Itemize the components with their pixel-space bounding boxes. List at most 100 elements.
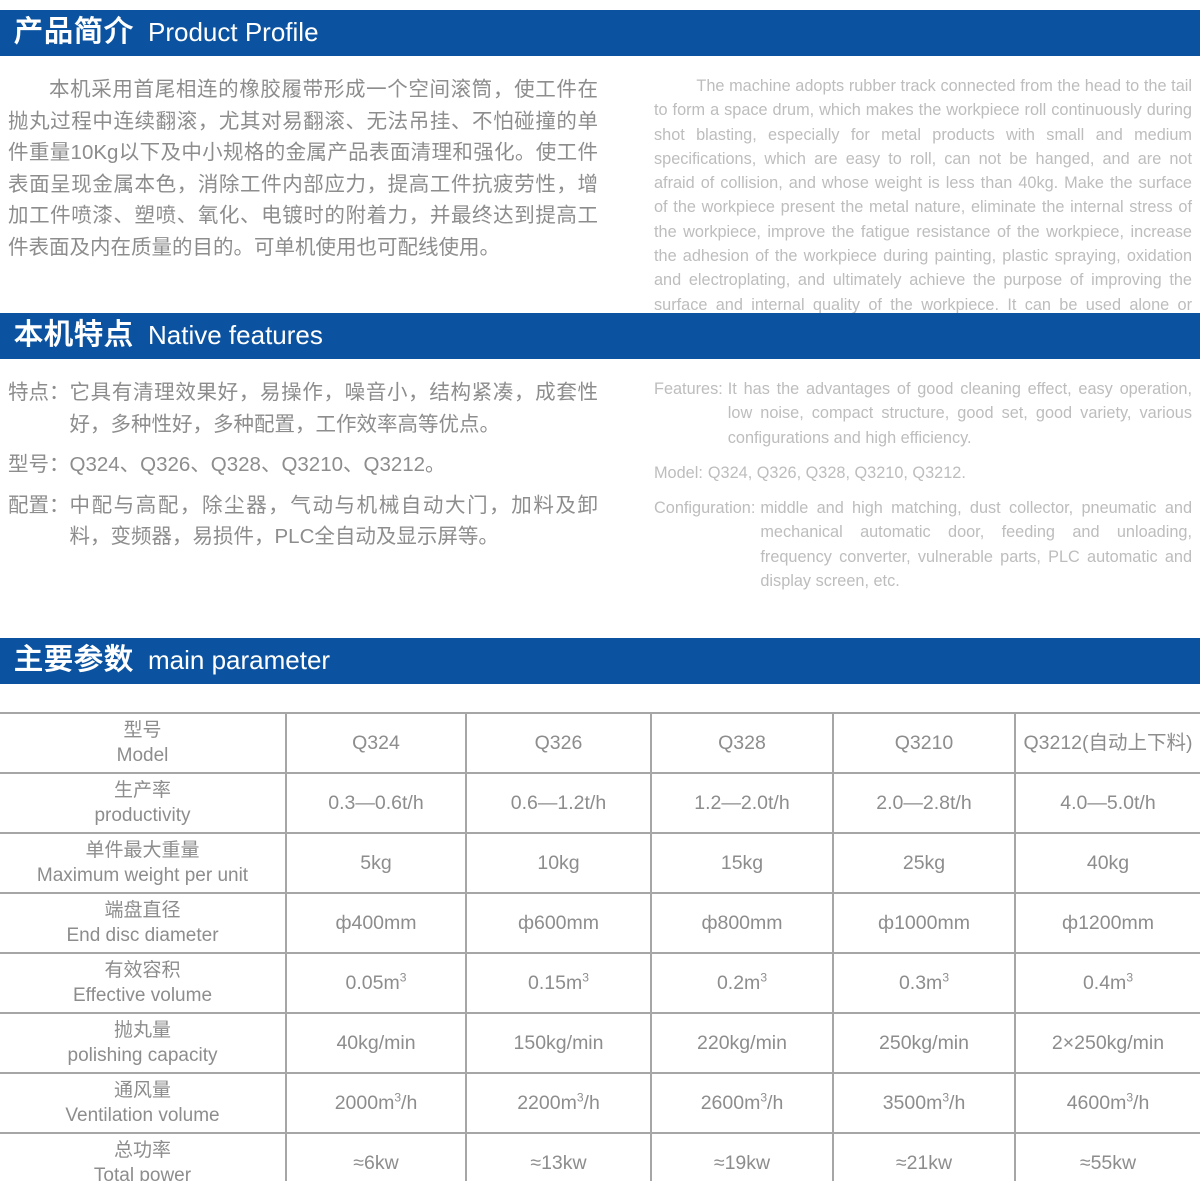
table-cell: 0.6—1.2t/h xyxy=(465,772,651,834)
cell-value: 10kg xyxy=(537,852,580,874)
table-cell: 40kg xyxy=(1014,832,1200,894)
table-cell: 3500m3/h xyxy=(832,1072,1015,1134)
table-cell: 2.0—2.8t/h xyxy=(832,772,1015,834)
table-row: 单件最大重量 Maximum weight per unit 5kg 10kg 15kg… xyxy=(0,832,1200,894)
section-title-cn: 本机特点 xyxy=(14,318,135,351)
table-cell: 150kg/min xyxy=(465,1012,651,1074)
product-profile-cn-column: 本机采用首尾相连的橡胶履带形成一个空间滚筒，使工件在抛丸过程中连续翻滚，尤其对易… xyxy=(0,74,612,341)
table-cell: ф1000mm xyxy=(832,892,1015,954)
table-row-header: 抛丸量 polishing capacity xyxy=(0,1012,287,1074)
row-label-cn: 型号 xyxy=(123,720,162,741)
row-label-cn: 抛丸量 xyxy=(113,1020,171,1041)
table-cell: 220kg/min xyxy=(650,1012,833,1074)
feature-label-cn: 型号： xyxy=(8,453,70,476)
cell-value: 4.0—5.0t/h xyxy=(1060,792,1156,814)
table-row-header: 有效容积 Effective volume xyxy=(0,952,287,1014)
table-row: 生产率 productivity 0.3—0.6t/h 0.6—1.2t/h 1.2—2… xyxy=(0,772,1200,834)
table-cell: Q3212(自动上下料) xyxy=(1014,712,1200,774)
feature-value-en: It has the advantages of good cleaning e… xyxy=(727,380,1192,447)
table-cell: Q326 xyxy=(465,712,651,774)
table-cell: Q3210 xyxy=(832,712,1015,774)
feature-item: 特点： 它具有清理效果好，易操作，噪音小，结构紧凑，成套性好，多种性好，多种配置… xyxy=(8,377,598,440)
section-title-cn: 产品简介 xyxy=(14,15,135,48)
section-header-product-profile: 产品简介 Product Profile xyxy=(0,10,1200,56)
cell-value: 3500m3/h xyxy=(882,1090,966,1114)
row-label-en: productivity xyxy=(94,805,191,826)
cell-value: 15kg xyxy=(720,852,764,874)
cell-value: 5kg xyxy=(360,852,392,874)
table-cell: ф800mm xyxy=(650,892,833,954)
cell-value: 0.3—0.6t/h xyxy=(328,792,424,814)
feature-item: Features: It has the advantages of good … xyxy=(654,377,1192,450)
cell-value: 150kg/min xyxy=(513,1032,604,1054)
table-row: 端盘直径 End disc diameter ф400mm ф600mm ф800mm ф… xyxy=(0,892,1200,954)
cell-value: 220kg/min xyxy=(697,1032,787,1054)
cell-value: ф400mm xyxy=(335,912,417,934)
parameter-table-body: 型号 Model Q324 Q326 Q328 Q3210 Q3212(自动上下料) 生产率 p… xyxy=(0,712,1200,1181)
feature-value-cn: 它具有清理效果好，易操作，噪音小，结构紧凑，成套性好，多种性好，多种配置，工作效… xyxy=(69,381,599,436)
cell-value: ≈21kw xyxy=(895,1152,953,1174)
cell-value: ≈6kw xyxy=(353,1152,399,1174)
feature-label-en: Configuration: xyxy=(654,499,756,518)
cell-value: 2600m3/h xyxy=(700,1090,784,1114)
feature-item: 配置： 中配与高配，除尘器，气动与机械自动大门，加料及卸料，变频器，易损件，PL… xyxy=(8,490,598,553)
table-cell: 0.3—0.6t/h xyxy=(285,772,466,834)
feature-item: 型号： Q324、Q326、Q328、Q3210、Q3212。 xyxy=(8,449,598,481)
table-cell: 0.15m3 xyxy=(465,952,651,1014)
row-label-en: Model xyxy=(116,745,169,766)
product-profile-en-paragraph: The machine adopts rubber track connecte… xyxy=(654,77,1192,338)
cell-value: ф600mm xyxy=(517,912,600,934)
cell-value: 2.0—2.8t/h xyxy=(876,792,972,814)
cell-value: 4600m3/h xyxy=(1066,1090,1150,1114)
cell-value: ≈13kw xyxy=(530,1152,587,1174)
cell-value: Q324 xyxy=(352,732,400,754)
native-features-body: 特点： 它具有清理效果好，易操作，噪音小，结构紧凑，成套性好，多种性好，多种配置… xyxy=(0,377,1200,593)
cell-value: 0.05m3 xyxy=(345,970,407,994)
cell-value: ≈19kw xyxy=(713,1152,771,1174)
cell-value: 0.4m3 xyxy=(1082,970,1134,994)
table-cell: 15kg xyxy=(650,832,833,894)
table-row: 通风量 Ventilation volume 2000m3/h 2200m3/h 260… xyxy=(0,1072,1200,1134)
cell-value: 2200m3/h xyxy=(517,1090,600,1114)
cell-value: ф800mm xyxy=(701,912,783,934)
feature-label-en: Features: xyxy=(654,380,723,398)
table-cell: Q324 xyxy=(285,712,466,774)
row-label-en: End disc diameter xyxy=(66,925,219,946)
table-cell: ≈6kw xyxy=(285,1132,466,1181)
table-cell: 25kg xyxy=(832,832,1015,894)
feature-value-cn: Q324、Q326、Q328、Q3210、Q3212。 xyxy=(69,453,446,476)
section-title-en: Product Profile xyxy=(148,17,319,47)
table-cell: ф400mm xyxy=(285,892,466,954)
product-profile-body: 本机采用首尾相连的橡胶履带形成一个空间滚筒，使工件在抛丸过程中连续翻滚，尤其对易… xyxy=(0,74,1200,341)
row-label-cn: 端盘直径 xyxy=(104,900,181,921)
row-label-cn: 单件最大重量 xyxy=(85,840,200,861)
table-cell: ≈21kw xyxy=(832,1132,1015,1181)
table-cell: 0.05m3 xyxy=(285,952,466,1014)
feature-label-cn: 配置： xyxy=(8,493,70,517)
table-row-header: 单件最大重量 Maximum weight per unit xyxy=(0,832,287,894)
cell-value: 2×250kg/min xyxy=(1051,1032,1165,1054)
cell-value: Q3212(自动上下料) xyxy=(1023,732,1193,754)
row-label-cn: 通风量 xyxy=(113,1080,171,1101)
cell-value: Q328 xyxy=(718,732,766,754)
table-cell: 2000m3/h xyxy=(285,1072,466,1134)
cell-value: Q3210 xyxy=(894,732,954,754)
cell-value: 40kg/min xyxy=(336,1032,416,1054)
native-features-en-column: Features: It has the advantages of good … xyxy=(612,377,1200,593)
row-label-cn: 生产率 xyxy=(113,780,171,801)
section-header-native-features: 本机特点 Native features xyxy=(0,313,1200,359)
cell-value: 1.2—2.0t/h xyxy=(694,792,790,814)
cell-value: 2000m3/h xyxy=(334,1090,418,1114)
cell-value: 0.3m3 xyxy=(898,970,950,994)
row-label-en: Ventilation volume xyxy=(65,1105,220,1126)
main-parameter-table: 型号 Model Q324 Q326 Q328 Q3210 Q3212(自动上下料) 生产率 p… xyxy=(0,712,1200,1181)
feature-item: Model: Q324, Q326, Q328, Q3210, Q3212. xyxy=(654,461,1192,485)
section-title-cn: 主要参数 xyxy=(14,643,135,676)
cell-value: 0.2m3 xyxy=(716,970,768,994)
cell-value: 0.15m3 xyxy=(528,970,589,994)
table-cell: 0.2m3 xyxy=(650,952,833,1014)
cell-value: 25kg xyxy=(902,852,946,874)
cell-value: ф1200mm xyxy=(1062,912,1154,934)
feature-label-cn: 特点： xyxy=(8,381,70,404)
